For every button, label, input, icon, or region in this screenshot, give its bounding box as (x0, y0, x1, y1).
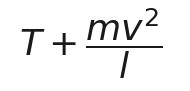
Text: $T + \dfrac{mv^2}{l}$: $T + \dfrac{mv^2}{l}$ (19, 6, 163, 81)
